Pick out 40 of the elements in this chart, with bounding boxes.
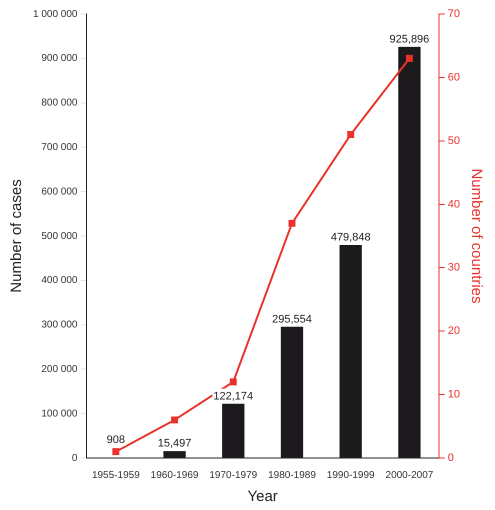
x-tick-label: 1970-1979 [209,470,258,481]
x-tick-label: 1980-1989 [268,470,316,481]
data-label: 295,554 [272,313,312,326]
y2-tick-label: 60 [448,71,460,84]
data-label: 908 [106,434,126,446]
y-tick-label: 200 000 [41,364,78,375]
point [406,54,413,62]
x-axis-title: Year [247,488,278,506]
x-tick-label: 1955-1959 [92,470,140,481]
y2-tick-label: 30 [448,262,460,274]
y2-tick-label: 20 [448,325,460,338]
y-tick-label: 1 000 000 [32,8,78,20]
point [112,448,120,456]
y-tick-label: 700 000 [41,142,78,153]
point [288,220,296,227]
y-tick-label: 900 000 [41,53,78,64]
y-tick-label: 400 000 [41,275,78,286]
data-label: 925,896 [390,33,430,46]
y2-tick-label: 50 [448,134,460,147]
point [230,378,237,386]
x-tick-label: 1990-1999 [326,470,376,481]
y-tick-label: 300 000 [41,320,78,331]
y-tick-label: 600 000 [41,186,78,198]
y2-tick-label: 0 [448,452,454,464]
y2-tick-label: 70 [448,8,460,20]
y-tick-label: 100 000 [41,408,78,420]
x-tick-label: 2000-2007 [385,470,434,481]
point [171,416,178,424]
y2-axis-title: Number of countries [468,168,485,304]
data-label: 15,497 [158,438,192,450]
y2-tick-label: 10 [448,388,460,401]
y2-tick-label: 40 [448,198,460,210]
data-label: 122,174 [213,390,254,402]
y-tick-label: 800 000 [41,98,78,109]
y-axis-title: Number of cases [8,179,26,293]
data-label: 479,848 [330,231,371,244]
y-tick-label: 0 [72,452,78,464]
point [347,131,354,138]
y-tick-label: 500 000 [41,230,78,242]
x-tick-label: 1960-1969 [150,470,199,481]
